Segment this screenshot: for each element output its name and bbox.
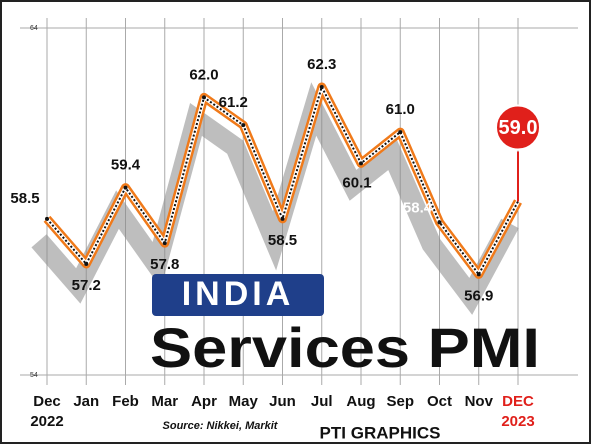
data-label: 57.2: [72, 277, 101, 294]
credit: PTI GRAPHICS: [320, 423, 441, 442]
data-label: 62.0: [189, 66, 218, 83]
point: [398, 130, 403, 135]
data-label: 62.3: [307, 56, 336, 73]
x-tick-label: Feb: [112, 393, 139, 410]
chart-subtitle: Services PMI: [150, 316, 540, 379]
x-tick-label: May: [228, 393, 258, 410]
point-highlight: [495, 104, 541, 151]
x-tick-label: Sep: [386, 393, 414, 410]
data-label: 60.1: [342, 174, 371, 191]
plot: 58.5 57.2 59.4 57.8 62.061.2 58.5 62.3 60.1 61.0…: [10, 56, 541, 315]
point: [84, 261, 89, 266]
data-label: 57.8: [150, 256, 179, 273]
chart-title: INDIA: [182, 275, 295, 313]
x-tick-label: DEC 2023: [501, 393, 535, 430]
point: [359, 161, 363, 166]
x-tick-label: Mar: [151, 393, 179, 410]
point: [241, 123, 246, 128]
data-label: 58.4: [403, 199, 433, 216]
grid: 54 64: [20, 18, 578, 385]
point: [202, 95, 206, 100]
x-tick-label: Jan: [73, 393, 100, 410]
x-tick-label: Dec 2022: [30, 393, 64, 430]
y-tick-label: 54: [30, 372, 38, 379]
data-label: 61.2: [219, 94, 248, 111]
point: [319, 84, 324, 89]
data-label: 59.4: [111, 157, 141, 174]
point: [280, 216, 285, 221]
x-tick-label: Jul: [310, 393, 333, 410]
x-tick-label: Jun: [269, 393, 296, 410]
point: [123, 185, 128, 190]
point: [162, 241, 167, 246]
source: Source: Nikkei, Markit: [163, 420, 279, 432]
data-label: 56.9: [464, 287, 493, 304]
data-label: 58.5: [268, 232, 297, 249]
x-tick-label: Apr: [191, 393, 217, 410]
data-label: 61.0: [386, 101, 415, 118]
x-tick-label: Nov: [464, 393, 493, 410]
point: [437, 220, 442, 225]
data-label: 59.0: [499, 117, 538, 139]
x-tick-label: Oct: [426, 393, 452, 410]
point: [476, 272, 481, 277]
data-label: 58.5: [10, 190, 39, 207]
title-box: [152, 274, 324, 316]
x-tick-label: Aug: [346, 393, 376, 410]
point: [45, 216, 49, 221]
y-tick-label: 64: [30, 25, 38, 32]
